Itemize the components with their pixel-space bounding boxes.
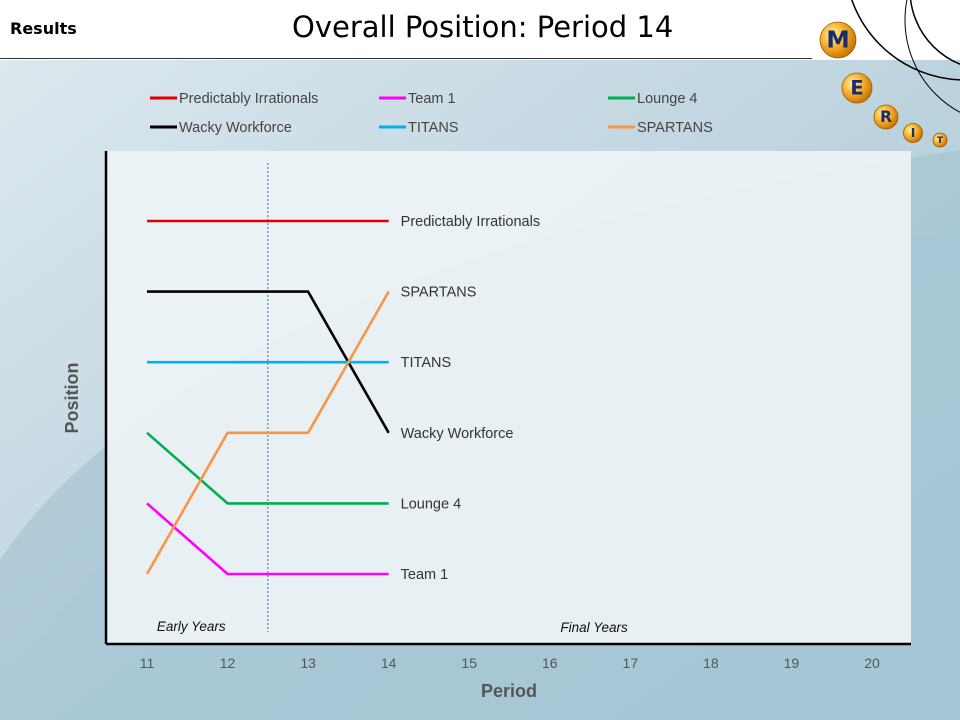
x-axis-title: Period bbox=[481, 681, 537, 701]
end-label-lounge-4: Lounge 4 bbox=[401, 496, 461, 512]
legend-label-wacky-workforce: Wacky Workforce bbox=[179, 120, 292, 136]
logo-letter: R bbox=[880, 108, 892, 126]
plot-area bbox=[106, 151, 911, 644]
logo-ball bbox=[903, 123, 923, 143]
annotation-early-years: Early Years bbox=[157, 619, 226, 634]
x-tick-label: 15 bbox=[461, 655, 477, 671]
header-divider bbox=[0, 58, 812, 59]
logo-letter: E bbox=[850, 76, 863, 99]
series-line-spartans bbox=[145, 290, 390, 575]
legend: Predictably Irrationals Team 1 Lounge 4 Wac… bbox=[150, 91, 713, 136]
annotation-final-years: Final Years bbox=[560, 620, 628, 635]
series-line-team-1 bbox=[146, 502, 389, 576]
x-tick-label: 19 bbox=[784, 655, 800, 671]
x-tick-label: 13 bbox=[300, 655, 316, 671]
end-label-team-1: Team 1 bbox=[401, 567, 449, 583]
x-tick-label: 20 bbox=[864, 655, 880, 671]
logo-letter: I bbox=[911, 126, 916, 140]
series-line-lounge-4 bbox=[146, 431, 389, 505]
merit-logo: MER I T bbox=[819, 21, 948, 148]
x-tick-label: 17 bbox=[623, 655, 639, 671]
legend-label-spartans: SPARTANS bbox=[637, 120, 713, 136]
x-tick-label: 18 bbox=[703, 655, 719, 671]
end-label-titans: TITANS bbox=[401, 355, 451, 371]
end-label-predictably-irrationals: Predictably Irrationals bbox=[401, 214, 540, 230]
decorative-ring bbox=[904, 0, 960, 113]
section-label: Results bbox=[10, 19, 77, 38]
end-label-wacky-workforce: Wacky Workforce bbox=[401, 426, 514, 442]
page-title: Overall Position: Period 14 bbox=[292, 10, 674, 44]
logo-letter: M bbox=[826, 26, 849, 54]
legend-label-team-1: Team 1 bbox=[408, 91, 456, 107]
y-axis-title: Position bbox=[62, 363, 82, 434]
logo-ball bbox=[873, 104, 899, 130]
x-tick-label: 11 bbox=[140, 655, 155, 671]
x-tick-label: 14 bbox=[381, 655, 397, 671]
x-tick-label: 16 bbox=[542, 655, 558, 671]
logo-ball bbox=[932, 132, 948, 148]
logo-ball bbox=[841, 72, 873, 104]
logo-letter: T bbox=[937, 136, 944, 146]
end-label-spartans: SPARTANS bbox=[401, 285, 477, 301]
legend-label-titans: TITANS bbox=[408, 120, 458, 136]
logo-ball bbox=[819, 21, 857, 59]
legend-label-lounge-4: Lounge 4 bbox=[637, 91, 697, 107]
x-tick-label: 12 bbox=[220, 655, 236, 671]
legend-label-predictably-irrationals: Predictably Irrationals bbox=[179, 91, 318, 107]
